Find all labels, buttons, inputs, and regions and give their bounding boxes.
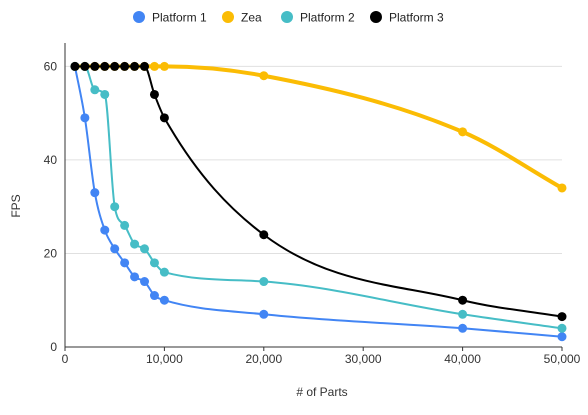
series-line: [72, 64, 564, 190]
data-point[interactable]: [149, 61, 159, 71]
legend-marker-icon: [281, 11, 293, 23]
data-point[interactable]: [557, 312, 567, 322]
data-point[interactable]: [557, 332, 567, 342]
data-point[interactable]: [130, 239, 140, 249]
data-point[interactable]: [149, 291, 159, 301]
legend-item[interactable]: Platform 2: [281, 11, 355, 25]
data-point[interactable]: [110, 61, 120, 71]
series-platform-3: [70, 61, 567, 322]
y-tick-label: 60: [44, 59, 58, 73]
x-tick-label: 40,000: [444, 352, 481, 366]
data-point[interactable]: [259, 230, 269, 240]
data-point[interactable]: [110, 202, 120, 212]
data-point[interactable]: [140, 244, 150, 254]
x-axis-label: # of Parts: [296, 385, 347, 399]
data-point[interactable]: [557, 323, 567, 333]
data-point[interactable]: [140, 61, 150, 71]
data-point[interactable]: [130, 272, 140, 282]
data-point[interactable]: [259, 277, 269, 287]
data-point[interactable]: [120, 61, 130, 71]
data-point[interactable]: [159, 267, 169, 277]
data-point[interactable]: [80, 113, 90, 123]
data-point[interactable]: [458, 309, 468, 319]
legend-label: Platform 1: [152, 11, 207, 25]
data-point[interactable]: [458, 323, 468, 333]
legend-item[interactable]: Zea: [222, 11, 262, 25]
y-tick-label: 40: [44, 153, 58, 167]
series-zea: [70, 61, 567, 193]
data-point[interactable]: [90, 61, 100, 71]
data-point[interactable]: [149, 89, 159, 99]
legend-marker-icon: [133, 11, 145, 23]
data-point[interactable]: [159, 61, 169, 71]
legend-marker-icon: [370, 11, 382, 23]
data-point[interactable]: [149, 258, 159, 268]
data-point[interactable]: [110, 244, 120, 254]
y-tick-label: 20: [44, 246, 58, 260]
series-line: [73, 65, 563, 338]
y-axis-label: FPS: [9, 194, 23, 217]
series-platform-2: [70, 61, 567, 333]
data-point[interactable]: [130, 61, 140, 71]
series-platform-1: [70, 61, 567, 342]
data-point[interactable]: [100, 61, 110, 71]
data-point[interactable]: [90, 188, 100, 198]
data-point[interactable]: [120, 258, 130, 268]
data-point[interactable]: [159, 113, 169, 123]
legend-label: Platform 2: [300, 11, 355, 25]
series-group: [70, 61, 567, 342]
x-tick-label: 10,000: [146, 352, 183, 366]
data-point[interactable]: [80, 61, 90, 71]
data-point[interactable]: [159, 295, 169, 305]
legend-label: Platform 3: [389, 11, 444, 25]
data-point[interactable]: [90, 85, 100, 95]
data-point[interactable]: [140, 277, 150, 287]
data-point[interactable]: [70, 61, 80, 71]
x-tick-label: 50,000: [544, 352, 581, 366]
data-point[interactable]: [458, 127, 468, 137]
data-point[interactable]: [100, 89, 110, 99]
x-tick-label: 0: [62, 352, 69, 366]
legend-marker-icon: [222, 11, 234, 23]
data-point[interactable]: [458, 295, 468, 305]
legend-item[interactable]: Platform 3: [370, 11, 444, 25]
data-point[interactable]: [100, 225, 110, 235]
x-tick-label: 30,000: [345, 352, 382, 366]
data-point[interactable]: [259, 71, 269, 81]
series-line: [73, 65, 563, 330]
y-tick-label: 0: [50, 340, 57, 354]
x-axis-ticks: 0 10,000 20,000 30,000 40,000 50,000: [62, 347, 581, 366]
grid-lines: [65, 65, 562, 254]
data-point[interactable]: [557, 183, 567, 193]
x-tick-label: 20,000: [245, 352, 282, 366]
y-axis-ticks: 0 20 40 60: [44, 59, 58, 354]
legend-item[interactable]: Platform 1: [133, 11, 207, 25]
legend: Platform 1 Zea Platform 2 Platform 3: [133, 11, 444, 25]
data-point[interactable]: [120, 220, 130, 230]
data-point[interactable]: [259, 309, 269, 319]
legend-label: Zea: [241, 11, 262, 25]
axes: [64, 43, 562, 348]
